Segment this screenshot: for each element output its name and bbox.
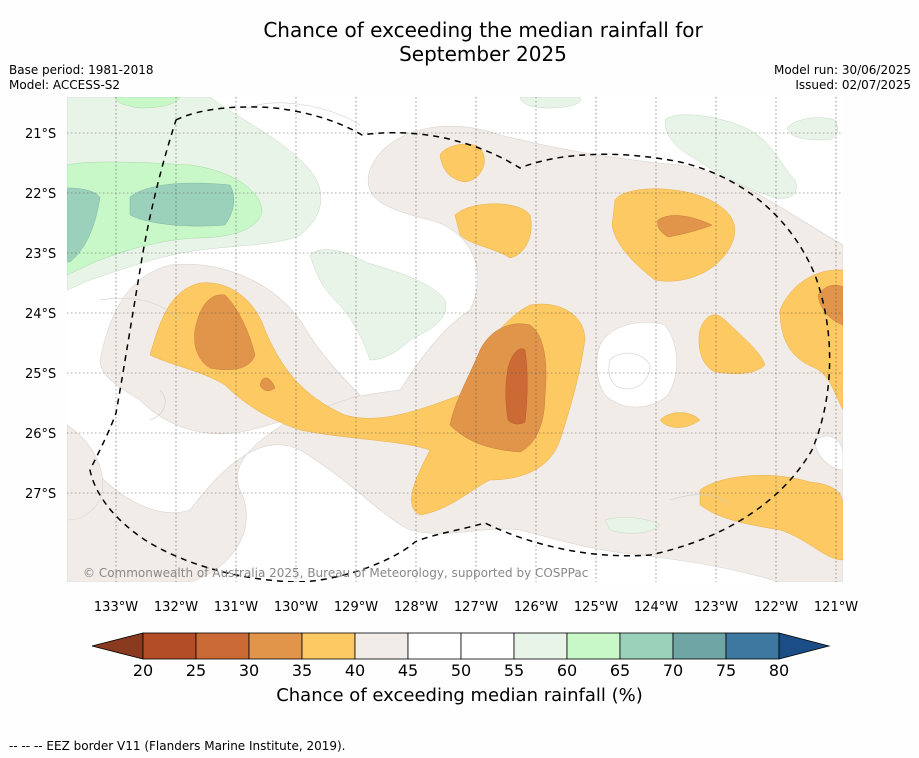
- base-period: Base period: 1981-2018: [9, 63, 154, 77]
- lon-label-129: 129°W: [334, 600, 378, 615]
- lon-label-128: 128°W: [394, 600, 438, 615]
- colorbar-segment: [566, 632, 621, 660]
- colorbar-tick-label: 70: [663, 661, 683, 680]
- eez-legend-note: -- -- -- EEZ border V11 (Flanders Marine…: [9, 739, 346, 753]
- copyright-text: © Commonwealth of Australia 2025, Bureau…: [83, 566, 588, 580]
- colorbar-tick-label: 55: [504, 661, 524, 680]
- lat-label-21: 21°S: [25, 127, 56, 142]
- colorbar-tick-label: 50: [451, 661, 471, 680]
- colorbar-segment: [142, 632, 197, 660]
- lon-label-124: 124°W: [634, 600, 678, 615]
- lon-label-125: 125°W: [574, 600, 618, 615]
- map-title: Chance of exceeding the median rainfall …: [0, 18, 919, 66]
- colorbar-segment: [248, 632, 303, 660]
- contour-35-40: [149, 143, 843, 561]
- lat-label-22: 22°S: [25, 187, 56, 202]
- lat-label-27: 27°S: [25, 487, 56, 502]
- lon-label-126: 126°W: [514, 600, 558, 615]
- colorbar-segment: [619, 632, 674, 660]
- colorbar-segment: [195, 632, 250, 660]
- lon-label-123: 123°W: [694, 600, 738, 615]
- colorbar-tick-label: 75: [716, 661, 736, 680]
- lat-labels: 21°S 22°S 23°S 24°S 25°S 26°S 27°S: [25, 127, 56, 502]
- lon-label-133: 133°W: [94, 600, 138, 615]
- lon-label-122: 122°W: [754, 600, 798, 615]
- contour-45-55-pocket: [596, 322, 677, 408]
- lon-label-130: 130°W: [274, 600, 318, 615]
- colorbar-segment: [301, 632, 356, 660]
- eez-border: [89, 106, 831, 582]
- colorbar-title: Chance of exceeding median rainfall (%): [276, 685, 643, 706]
- colorbar-segment: [460, 632, 515, 660]
- colorbar-under-arrow: [91, 632, 144, 660]
- model-name: Model: ACCESS-S2: [9, 78, 121, 92]
- colorbar-tick-label: 40: [345, 661, 365, 680]
- colorbar-tick-label: 25: [186, 661, 206, 680]
- lat-label-26: 26°S: [25, 427, 56, 442]
- colorbar-segment: [725, 632, 780, 660]
- model-run: Model run: 30/06/2025: [773, 63, 911, 77]
- lon-label-121: 121°W: [814, 600, 858, 615]
- colorbar-segment: [407, 632, 462, 660]
- map-plot-area: © Commonwealth of Australia 2025, Bureau…: [67, 97, 843, 582]
- colorbar-tick-label: 60: [557, 661, 577, 680]
- colorbar-over-arrow: [778, 632, 831, 660]
- colorbar-tick-label: 30: [239, 661, 259, 680]
- colorbar-tick-label: 80: [769, 661, 789, 680]
- colorbar-segment: [672, 632, 727, 660]
- contour-lines: [99, 102, 731, 506]
- lon-label-131: 131°W: [214, 600, 258, 615]
- colorbar-tick-label: 20: [133, 661, 153, 680]
- lon-label-127: 127°W: [454, 600, 498, 615]
- lon-labels: 133°W 132°W 131°W 130°W 129°W 128°W 127°…: [94, 600, 858, 615]
- colorbar-segment: [513, 632, 568, 660]
- title-line-2: September 2025: [399, 42, 567, 66]
- colorbar-tick-label: 35: [292, 661, 312, 680]
- meta-right: Model run: 30/06/2025 Issued: 02/07/2025: [774, 63, 911, 93]
- lat-label-23: 23°S: [25, 247, 56, 262]
- colorbar-tick-label: 65: [610, 661, 630, 680]
- grid-lines: [67, 97, 843, 582]
- colorbar-segment: [354, 632, 409, 660]
- lat-label-25: 25°S: [25, 367, 56, 382]
- title-line-1: Chance of exceeding the median rainfall …: [263, 18, 703, 42]
- colorbar-tick-label: 45: [398, 661, 418, 680]
- lon-label-132: 132°W: [154, 600, 198, 615]
- colorbar: 20 25 30 35 40 45 50 55 60 65 70 75 80: [91, 632, 831, 680]
- lat-label-24: 24°S: [25, 307, 56, 322]
- contour-25-30: [505, 348, 528, 425]
- issued-date: Issued: 02/07/2025: [795, 78, 911, 92]
- meta-left: Base period: 1981-2018 Model: ACCESS-S2: [9, 63, 154, 93]
